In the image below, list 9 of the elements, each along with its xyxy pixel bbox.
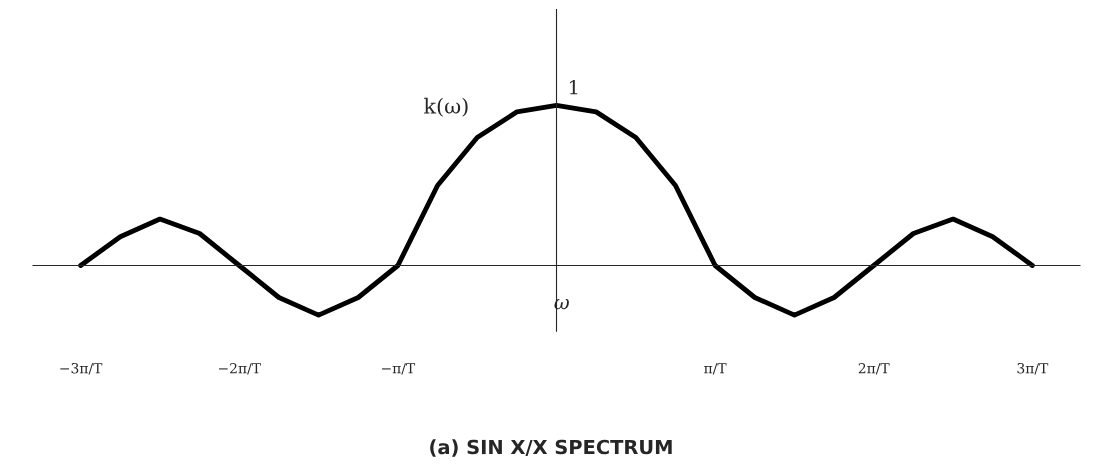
- x-tick-label: −π/T: [382, 363, 416, 375]
- x-tick-label: −3π/T: [60, 362, 103, 375]
- annotation: k(ω): [424, 97, 468, 117]
- annotation: 1: [569, 79, 578, 95]
- x-tick-label: 2π/T: [858, 362, 890, 375]
- x-tick-label: π/T: [704, 363, 727, 375]
- x-tick-label: −2π/T: [218, 362, 261, 375]
- text: (a) SIN X/X SPECTRUM: [430, 439, 672, 457]
- x-tick-label: 3π/T: [1017, 362, 1049, 375]
